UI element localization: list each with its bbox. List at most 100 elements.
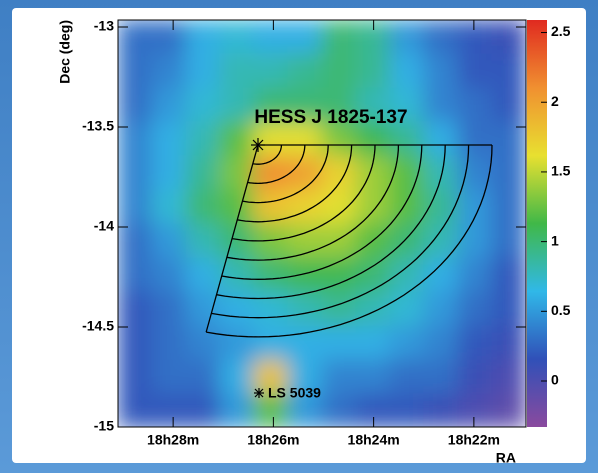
heat-cell [287, 53, 323, 89]
heat-cell [457, 121, 493, 157]
heat-cell [151, 257, 187, 293]
heat-cell [355, 257, 391, 293]
wedge-arc [252, 145, 283, 165]
heat-cell [389, 257, 425, 293]
heat-cell [491, 223, 526, 259]
wedge-arc [221, 144, 423, 280]
x-tick-label: 18h24m [348, 432, 400, 448]
heat-cell [185, 189, 221, 225]
heat-cell [321, 359, 357, 395]
heat-cell [185, 20, 221, 55]
heat-cell [321, 20, 357, 55]
heat-cell [423, 257, 459, 293]
wedge-arc [242, 144, 329, 204]
heat-cell [491, 20, 526, 55]
x-tick-label: 18h26m [247, 432, 299, 448]
heat-cell [321, 257, 357, 293]
wedge-edge [205, 144, 259, 333]
heat-cell [389, 291, 425, 327]
heat-cell [253, 393, 289, 427]
heat-cell [118, 359, 153, 395]
x-tick-label: 18h28m [147, 432, 199, 448]
heat-cell [423, 87, 459, 123]
heat-cell [219, 20, 255, 55]
heat-cell [321, 87, 357, 123]
x-axis-label: RA [496, 450, 516, 466]
heat-cell [423, 155, 459, 191]
wedge-arc [231, 144, 376, 242]
heat-cell [321, 189, 357, 225]
heat-cell [355, 189, 391, 225]
heat-cell [287, 257, 323, 293]
heat-cell [219, 87, 255, 123]
heat-cell [355, 393, 391, 427]
y-tick-label: -13.5 [82, 118, 114, 134]
heat-cell [118, 325, 153, 361]
heat-cell [219, 53, 255, 89]
heat-cell [321, 53, 357, 89]
heat-cell [355, 291, 391, 327]
heat-cell [118, 189, 153, 225]
heat-cell [389, 155, 425, 191]
heat-cell [457, 87, 493, 123]
source-label: LS 5039 [268, 385, 321, 401]
heat-cell [253, 87, 289, 123]
heat-cell [253, 325, 289, 361]
heat-cell [219, 325, 255, 361]
heat-cell [457, 189, 493, 225]
heat-cell [151, 189, 187, 225]
colorbar-tick-label: 2.5 [551, 23, 571, 39]
heat-cell [457, 393, 493, 427]
heat-cell [118, 393, 153, 427]
heat-cell [151, 359, 187, 395]
heat-cell [491, 291, 526, 327]
source-label: HESS J 1825-137 [254, 107, 407, 128]
heat-cell [151, 20, 187, 55]
heat-cell [253, 53, 289, 89]
x-tick-label: 18h22m [448, 432, 500, 448]
colorbar-tick-label: 0.5 [551, 302, 571, 318]
heat-cell [389, 359, 425, 395]
colorbar-tick-label: 0 [551, 372, 559, 388]
heat-cell [355, 53, 391, 89]
heat-cell [253, 20, 289, 55]
heat-cell [423, 121, 459, 157]
y-tick-label: -13 [94, 18, 114, 34]
heat-cell [151, 325, 187, 361]
heat-cell [355, 87, 391, 123]
heat-cell [185, 155, 221, 191]
heat-cell [389, 223, 425, 259]
y-tick-label: -14.5 [82, 318, 114, 334]
heat-cell [185, 53, 221, 89]
heat-cell [287, 121, 323, 157]
heat-cell [219, 189, 255, 225]
heat-cell [287, 223, 323, 259]
heat-cell [423, 325, 459, 361]
heat-cell [151, 223, 187, 259]
wedge-arc [237, 144, 353, 223]
heat-cell [457, 223, 493, 259]
heat-cell [457, 53, 493, 89]
heat-cell [287, 393, 323, 427]
heat-cell [118, 20, 153, 55]
heat-cell [457, 257, 493, 293]
heat-cell [185, 223, 221, 259]
heat-cell [219, 359, 255, 395]
heat-cell [253, 257, 289, 293]
heat-cell [423, 20, 459, 55]
heat-cell [423, 291, 459, 327]
heat-cell [287, 155, 323, 191]
heatmap [118, 20, 526, 427]
heat-cell [219, 257, 255, 293]
wedge-arc [226, 144, 400, 261]
colorbar-tick-label: 1 [551, 232, 559, 248]
heat-cell [185, 257, 221, 293]
y-tick-label: -15 [94, 418, 114, 434]
heat-cell [185, 325, 221, 361]
heat-cell [219, 291, 255, 327]
wedge-arc [247, 145, 306, 185]
y-axis-label: Dec (deg) [57, 20, 73, 84]
heat-cell [491, 87, 526, 123]
